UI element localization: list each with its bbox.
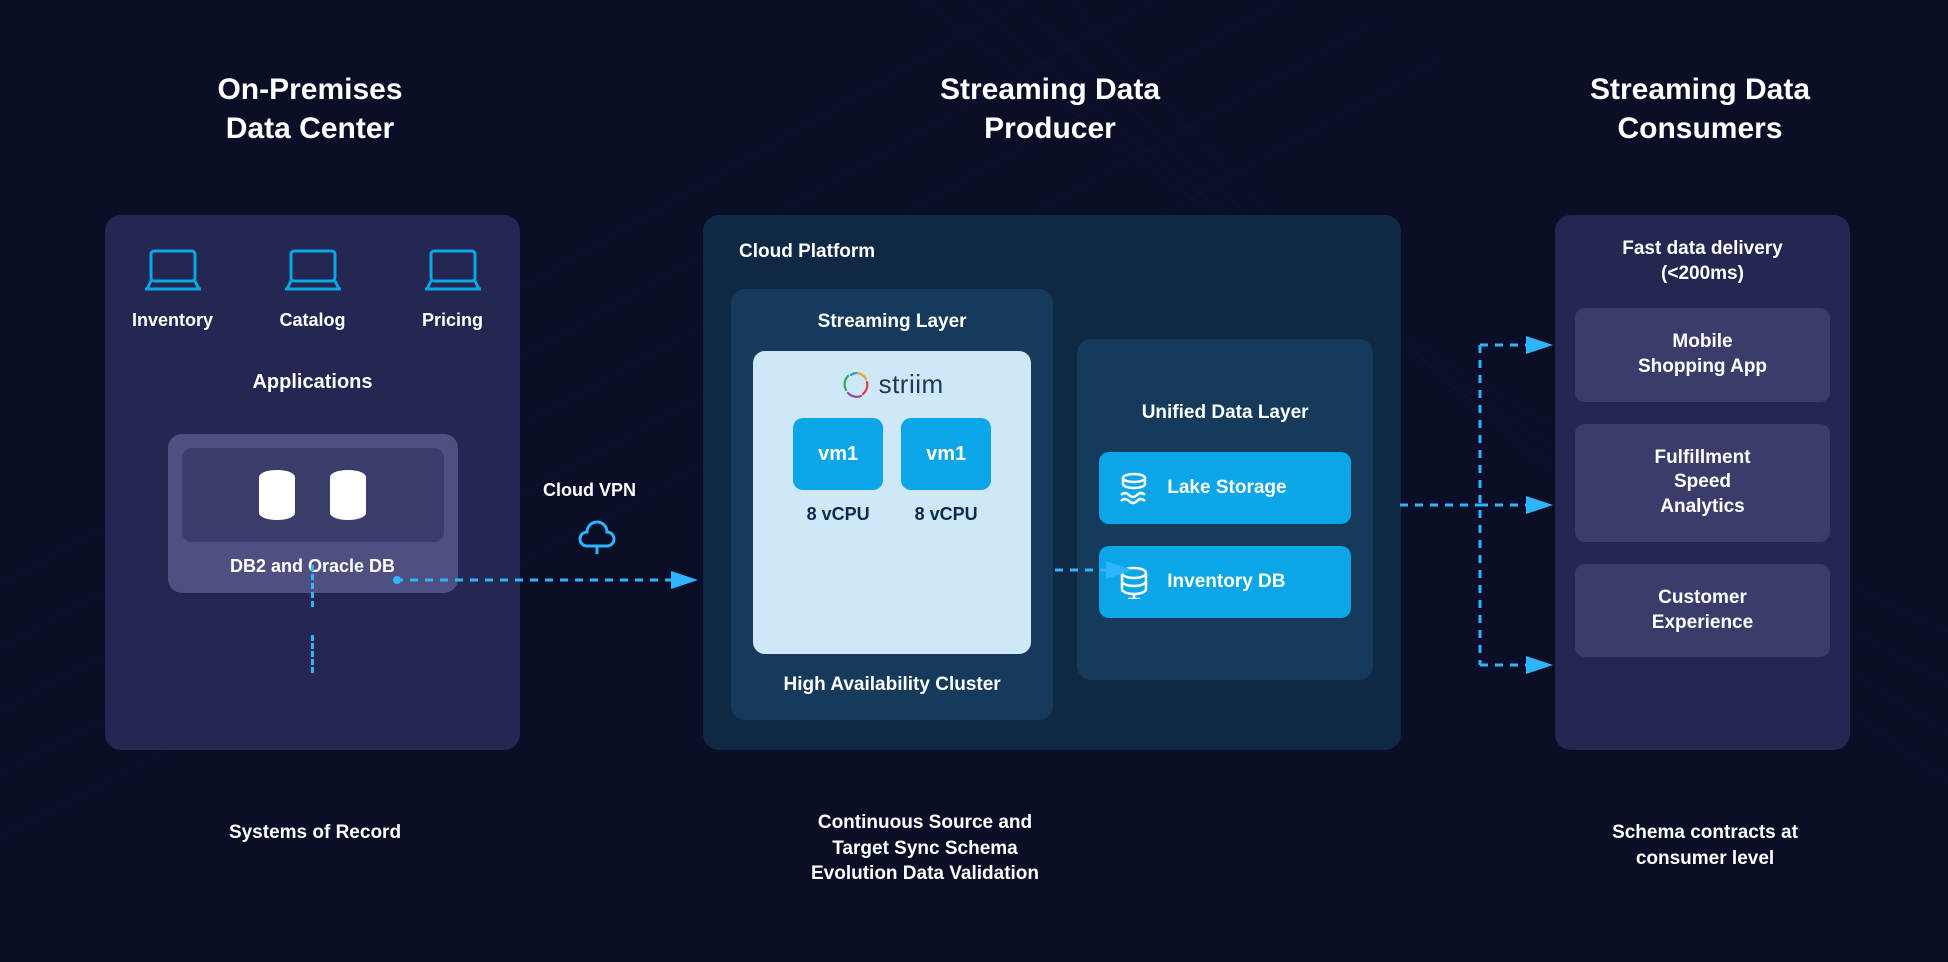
onprem-title-text: On-PremisesData Center bbox=[217, 73, 402, 145]
producer-title: Streaming DataProducer bbox=[810, 70, 1290, 148]
arrow-cloud-to-consumers bbox=[1400, 330, 1570, 700]
onprem-panel: Inventory Catalog Pricing Applications bbox=[105, 215, 520, 750]
udl-item-label: Lake Storage bbox=[1167, 477, 1286, 499]
vm-chip: vm1 bbox=[901, 418, 991, 490]
consumers-panel-title: Fast data delivery(<200ms) bbox=[1575, 237, 1830, 286]
laptop-icon bbox=[141, 245, 205, 295]
vm-cpu: 8 vCPU bbox=[793, 504, 883, 525]
apps-row: Inventory Catalog Pricing bbox=[105, 215, 520, 331]
striim-brand-text: striim bbox=[879, 369, 944, 400]
laptop-icon bbox=[421, 245, 485, 295]
lake-storage-icon bbox=[1117, 471, 1151, 505]
database-icon bbox=[1117, 565, 1151, 599]
app-label: Catalog bbox=[263, 310, 363, 331]
app-inventory: Inventory bbox=[123, 245, 223, 331]
streaming-layer-box: Streaming Layer striim bbox=[731, 289, 1053, 720]
database-icon bbox=[254, 468, 300, 522]
app-label: Inventory bbox=[123, 310, 223, 331]
laptop-icon bbox=[281, 245, 345, 295]
onprem-title: On-PremisesData Center bbox=[170, 70, 450, 148]
db-inner bbox=[182, 448, 444, 542]
vm-cpu: 8 vCPU bbox=[901, 504, 991, 525]
producer-title-text: Streaming DataProducer bbox=[940, 73, 1160, 145]
dash-connector bbox=[311, 635, 314, 673]
onprem-caption: Systems of Record bbox=[190, 820, 440, 846]
cloud-panel: Cloud Platform Streaming Layer bbox=[703, 215, 1401, 750]
app-label: Pricing bbox=[403, 310, 503, 331]
consumer-mobile-shopping: MobileShopping App bbox=[1575, 308, 1830, 401]
unified-data-layer-box: Unified Data Layer Lake Storage bbox=[1077, 339, 1373, 680]
striim-logo: striim bbox=[771, 369, 1013, 400]
cloud-caption: Continuous Source andTarget Sync SchemaE… bbox=[755, 810, 1095, 887]
striim-box: striim vm1 8 vCPU vm1 8 vCPU bbox=[753, 351, 1031, 654]
udl-inventory-db: Inventory DB bbox=[1099, 546, 1351, 618]
streaming-layer-title: Streaming Layer bbox=[753, 311, 1031, 333]
cloud-platform-title: Cloud Platform bbox=[703, 215, 1401, 263]
vm-row: vm1 8 vCPU vm1 8 vCPU bbox=[771, 418, 1013, 525]
consumers-caption: Schema contracts atconsumer level bbox=[1560, 820, 1850, 871]
ha-cluster-label: High Availability Cluster bbox=[753, 674, 1031, 696]
app-catalog: Catalog bbox=[263, 245, 363, 331]
applications-label: Applications bbox=[105, 371, 520, 394]
consumers-panel: Fast data delivery(<200ms) MobileShoppin… bbox=[1555, 215, 1850, 750]
cloud-vpn-label: Cloud VPN bbox=[543, 480, 636, 501]
consumers-title-text: Streaming DataConsumers bbox=[1590, 73, 1810, 145]
consumer-fulfillment-analytics: FulfillmentSpeedAnalytics bbox=[1575, 424, 1830, 542]
udl-item-label: Inventory DB bbox=[1167, 571, 1285, 593]
cloud-vpn-icon bbox=[575, 510, 619, 554]
consumers-title: Streaming DataConsumers bbox=[1530, 70, 1870, 148]
dash-connector bbox=[311, 565, 314, 607]
database-icon bbox=[325, 468, 371, 522]
consumer-customer-experience: CustomerExperience bbox=[1575, 564, 1830, 657]
udl-title: Unified Data Layer bbox=[1099, 402, 1351, 424]
vm-chip: vm1 bbox=[793, 418, 883, 490]
app-pricing: Pricing bbox=[403, 245, 503, 331]
striim-swirl-icon bbox=[841, 370, 871, 400]
vm-2: vm1 8 vCPU bbox=[901, 418, 991, 525]
udl-lake-storage: Lake Storage bbox=[1099, 452, 1351, 524]
diagram-stage: On-PremisesData Center Streaming DataPro… bbox=[0, 0, 1948, 962]
vm-1: vm1 8 vCPU bbox=[793, 418, 883, 525]
